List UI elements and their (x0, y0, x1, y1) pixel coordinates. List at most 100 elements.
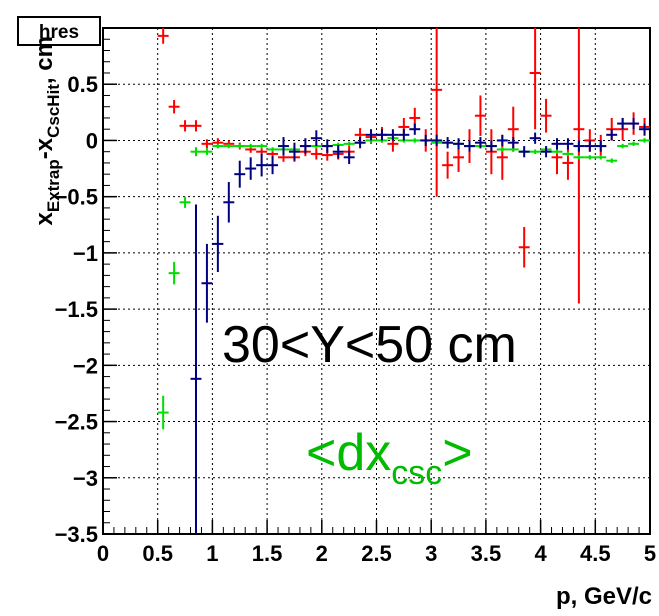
data-point (496, 134, 508, 147)
data-point (365, 129, 377, 141)
quantity-sub: csc (391, 454, 442, 492)
data-point (474, 95, 486, 136)
data-point (157, 28, 169, 44)
data-point (212, 215, 224, 273)
data-point (431, 134, 443, 147)
y-tick-label: 0 (86, 128, 98, 153)
data-point (398, 129, 410, 141)
data-point (431, 28, 443, 197)
data-point (628, 117, 640, 130)
data-point (474, 137, 486, 149)
series-0 (157, 28, 650, 304)
x-tick-label: 3.5 (471, 541, 502, 566)
data-point (321, 139, 333, 153)
y-title-sub1: Extrap (44, 159, 63, 212)
data-point (256, 153, 268, 177)
y-tick-label: −2.5 (55, 410, 98, 435)
data-point (201, 139, 213, 149)
data-point (573, 28, 585, 304)
data-point (628, 141, 640, 147)
data-point (595, 155, 607, 160)
data-point (584, 140, 596, 152)
region-annotation: 30<Y<50 cm (222, 316, 517, 374)
y-title-x2: x (31, 137, 58, 151)
data-point (584, 155, 596, 160)
data-point (507, 137, 519, 149)
data-point (529, 149, 541, 154)
data-point (376, 129, 388, 141)
data-point (573, 155, 585, 160)
data-point (387, 129, 399, 141)
y-title-unit: , cm (31, 36, 58, 84)
data-point (190, 204, 202, 534)
x-tick-label: 1 (206, 541, 218, 566)
data-point (551, 138, 563, 150)
data-point (299, 138, 311, 154)
y-title-sub2: CscHit (44, 84, 63, 138)
data-point (223, 182, 235, 223)
data-point (168, 261, 180, 285)
y-tick-labels: 0.5 0 −0.5 −1 −1.5 −2 −2.5 −3 −3.5 (55, 72, 98, 547)
data-point (409, 123, 421, 135)
data-point (288, 142, 300, 161)
x-tick-label: 5 (644, 541, 656, 566)
data-point (310, 130, 322, 147)
y-title-minus: - (31, 151, 58, 159)
x-tick-label: 1.5 (252, 541, 283, 566)
y-axis-title: xExtrap-xCscHit, cm (31, 36, 63, 226)
data-point (606, 129, 618, 141)
data-point (201, 148, 213, 156)
y-tick-label: −3.5 (55, 522, 98, 547)
data-point (639, 123, 650, 135)
y-tick-label: −0.5 (55, 185, 98, 210)
series-2 (190, 117, 650, 534)
data-point (190, 147, 202, 157)
data-point (245, 157, 257, 180)
x-tick-label: 0 (97, 541, 109, 566)
data-point (562, 146, 574, 180)
x-tick-label: 4.5 (580, 541, 611, 566)
data-point (551, 149, 563, 154)
data-point (617, 143, 629, 149)
data-point (168, 99, 180, 114)
quantity-main: <dx (306, 424, 391, 482)
data-point (409, 138, 421, 143)
data-point (343, 150, 355, 165)
data-point (343, 141, 355, 147)
data-point (496, 147, 508, 152)
data-point (234, 143, 246, 149)
data-point (540, 146, 552, 158)
data-point (562, 138, 574, 150)
data-point (529, 132, 541, 144)
x-tick-label: 2 (316, 541, 328, 566)
y-tick-label: −1 (73, 241, 98, 266)
data-point (201, 243, 213, 323)
data-series (157, 28, 650, 534)
y-tick-label: 0.5 (67, 72, 98, 97)
x-tick-label: 4 (534, 541, 547, 566)
axis-ticks (102, 27, 651, 535)
data-point (518, 146, 530, 158)
data-point (157, 395, 169, 430)
x-tick-label: 3 (425, 541, 437, 566)
data-point (267, 147, 279, 152)
data-point (518, 227, 530, 268)
data-point (310, 148, 322, 160)
data-point (442, 137, 454, 149)
quantity-close: > (442, 424, 472, 482)
data-point (354, 137, 366, 149)
data-point (212, 143, 224, 149)
data-point (485, 140, 497, 152)
data-point (453, 138, 465, 150)
grid-lines (102, 28, 651, 535)
quantity-annotation: <dxcsc> (306, 424, 473, 492)
data-point (540, 98, 552, 133)
data-point (332, 144, 344, 159)
data-point (245, 143, 257, 149)
x-tick-label: 2.5 (361, 541, 392, 566)
y-tick-label: −1.5 (55, 297, 98, 322)
data-point (464, 140, 475, 152)
data-point (529, 28, 541, 130)
data-point (278, 137, 289, 156)
